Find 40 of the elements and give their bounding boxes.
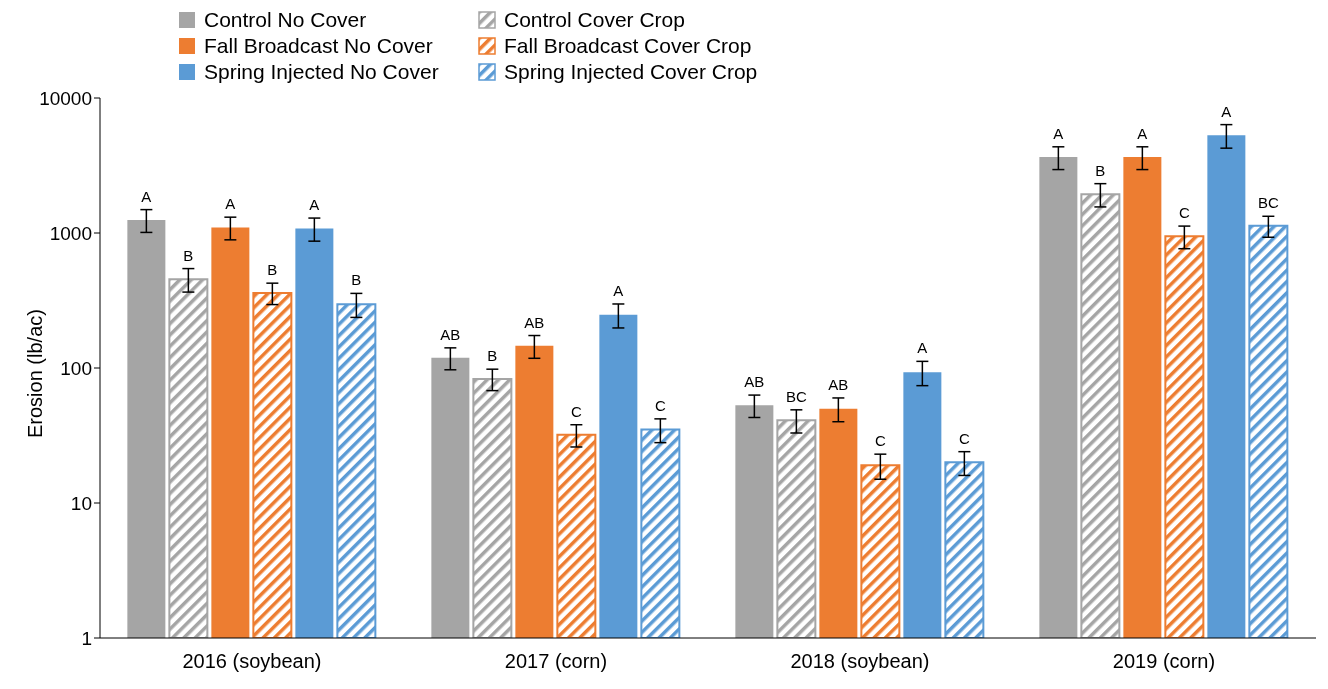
data-label: BC — [785, 387, 807, 405]
legend-label: Spring Injected Cover Crop — [504, 60, 758, 84]
data-label: A — [225, 195, 236, 213]
y-axis-title: Erosion (lb/ac) — [24, 309, 47, 438]
data-label: A — [613, 281, 624, 299]
data-label: A — [1221, 102, 1232, 120]
legend-label: Fall Broadcast Cover Crop — [504, 34, 752, 58]
data-label: AB — [440, 325, 461, 343]
legend-label: Fall Broadcast No Cover — [204, 34, 433, 58]
data-label: B — [351, 271, 362, 289]
data-label: C — [1178, 204, 1190, 222]
data-label: B — [1095, 161, 1106, 179]
legend-label: Control Cover Crop — [504, 8, 685, 32]
data-label: B — [487, 347, 498, 365]
data-label: B — [267, 261, 278, 279]
data-label: A — [917, 339, 928, 357]
y-tick-label: 100 — [60, 357, 92, 379]
data-label: B — [183, 246, 194, 264]
data-label: C — [570, 402, 582, 420]
x-tick-label: 2016 (soybean) — [182, 650, 322, 673]
data-label: A — [309, 196, 320, 214]
data-label: A — [141, 187, 152, 205]
y-tick-label: 10 — [70, 492, 92, 514]
legend-label: Spring Injected No Cover — [204, 60, 439, 84]
y-tick-label: 1000 — [49, 222, 92, 244]
y-tick-label: 1 — [81, 627, 92, 649]
y-tick-label: 10000 — [39, 87, 92, 109]
x-tick-label: 2019 (corn) — [1112, 650, 1216, 673]
data-label: AB — [744, 373, 765, 391]
x-tick-label: 2017 (corn) — [504, 650, 608, 673]
data-label: A — [1137, 124, 1148, 142]
data-label: BC — [1257, 194, 1279, 212]
data-label: AB — [524, 313, 545, 331]
data-label: C — [958, 429, 970, 447]
data-label: AB — [828, 375, 849, 393]
data-label: A — [1053, 124, 1064, 142]
x-tick-label: 2018 (soybean) — [790, 650, 930, 673]
legend-label: Control No Cover — [204, 8, 367, 32]
data-label: C — [654, 396, 666, 414]
data-label: C — [874, 432, 886, 450]
